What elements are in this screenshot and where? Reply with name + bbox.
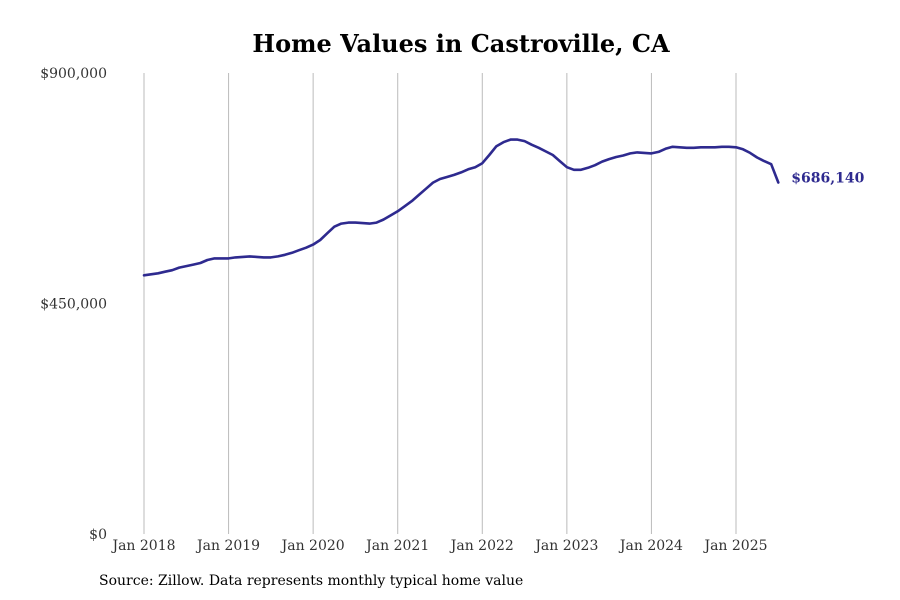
x-tick-label: Jan 2024 [618,538,683,554]
x-tick-label: Jan 2020 [280,538,345,554]
x-tick-label: Jan 2022 [449,538,514,554]
gridlines [143,73,737,534]
x-tick-label: Jan 2018 [110,538,175,554]
y-axis-ticks: $0 $450,000 $900,000 [40,66,107,543]
x-tick-label: Jan 2019 [195,538,260,554]
y-tick-label: $450,000 [40,297,107,313]
x-tick-label: Jan 2025 [702,538,767,554]
chart-title: Home Values in Castroville, CA [252,29,670,58]
y-tick-label: $900,000 [40,66,107,82]
x-tick-label: Jan 2021 [364,538,429,554]
end-value-label: $686,140 [791,171,864,187]
source-note: Source: Zillow. Data represents monthly … [99,573,524,589]
x-axis-ticks: Jan 2018 Jan 2019 Jan 2020 Jan 2021 Jan 2022… [110,538,767,554]
home-value-series-line [142,138,780,277]
y-tick-label: $0 [89,527,107,543]
x-tick-label: Jan 2023 [533,538,598,554]
